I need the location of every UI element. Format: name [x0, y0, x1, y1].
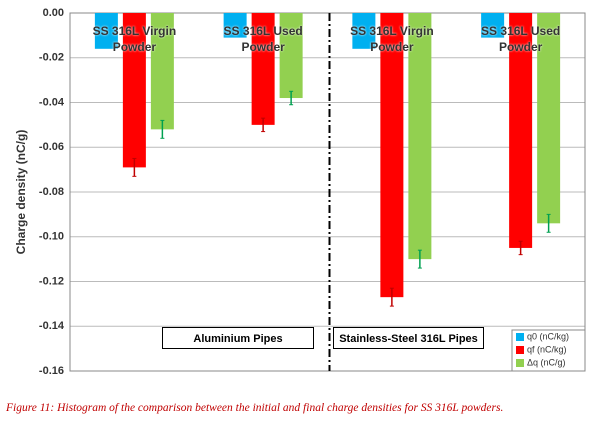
y-tick-label: 0.00: [43, 7, 64, 19]
category-label: SS 316L Virgin Powder: [350, 24, 434, 54]
bar: [94, 13, 118, 49]
legend-swatch: [516, 359, 524, 367]
y-axis-label: Charge density (nC/g): [14, 130, 28, 255]
y-tick-label: -0.08: [39, 186, 64, 198]
category-label: SS 316L Used Powder: [481, 24, 561, 54]
bar: [251, 13, 275, 125]
legend-swatch: [516, 333, 524, 341]
bar: [352, 13, 376, 49]
y-tick-label: -0.12: [39, 275, 64, 287]
legend-label: qf (nC/kg): [527, 344, 567, 354]
legend-swatch: [516, 346, 524, 354]
bar: [279, 13, 303, 99]
caption: Figure 11: Histogram of the comparison b…: [6, 402, 504, 414]
bar: [408, 13, 432, 260]
y-tick-label: -0.14: [39, 320, 65, 332]
bar: [537, 13, 561, 224]
legend-label: q0 (nC/kg): [527, 331, 569, 341]
y-tick-label: -0.02: [39, 52, 64, 64]
y-tick-label: -0.04: [39, 96, 65, 108]
bar: [380, 13, 404, 298]
bar: [223, 13, 247, 38]
y-tick-label: -0.10: [39, 231, 64, 243]
category-label: SS 316L Used Powder: [223, 24, 303, 54]
annotation: Aluminium Pipes: [162, 327, 314, 349]
bar: [481, 13, 505, 38]
category-label: SS 316L Virgin Powder: [92, 24, 177, 54]
y-tick-label: -0.06: [39, 141, 64, 153]
plot-frame: [69, 12, 586, 372]
bar: [509, 13, 533, 248]
bar: [150, 13, 174, 130]
legend-label: Δq (nC/g): [527, 357, 566, 367]
y-tick-label: -0.16: [39, 365, 64, 377]
legend-box: [511, 329, 586, 372]
bar: [122, 13, 146, 168]
annotation: Stainless-Steel 316L Pipes: [333, 327, 484, 349]
